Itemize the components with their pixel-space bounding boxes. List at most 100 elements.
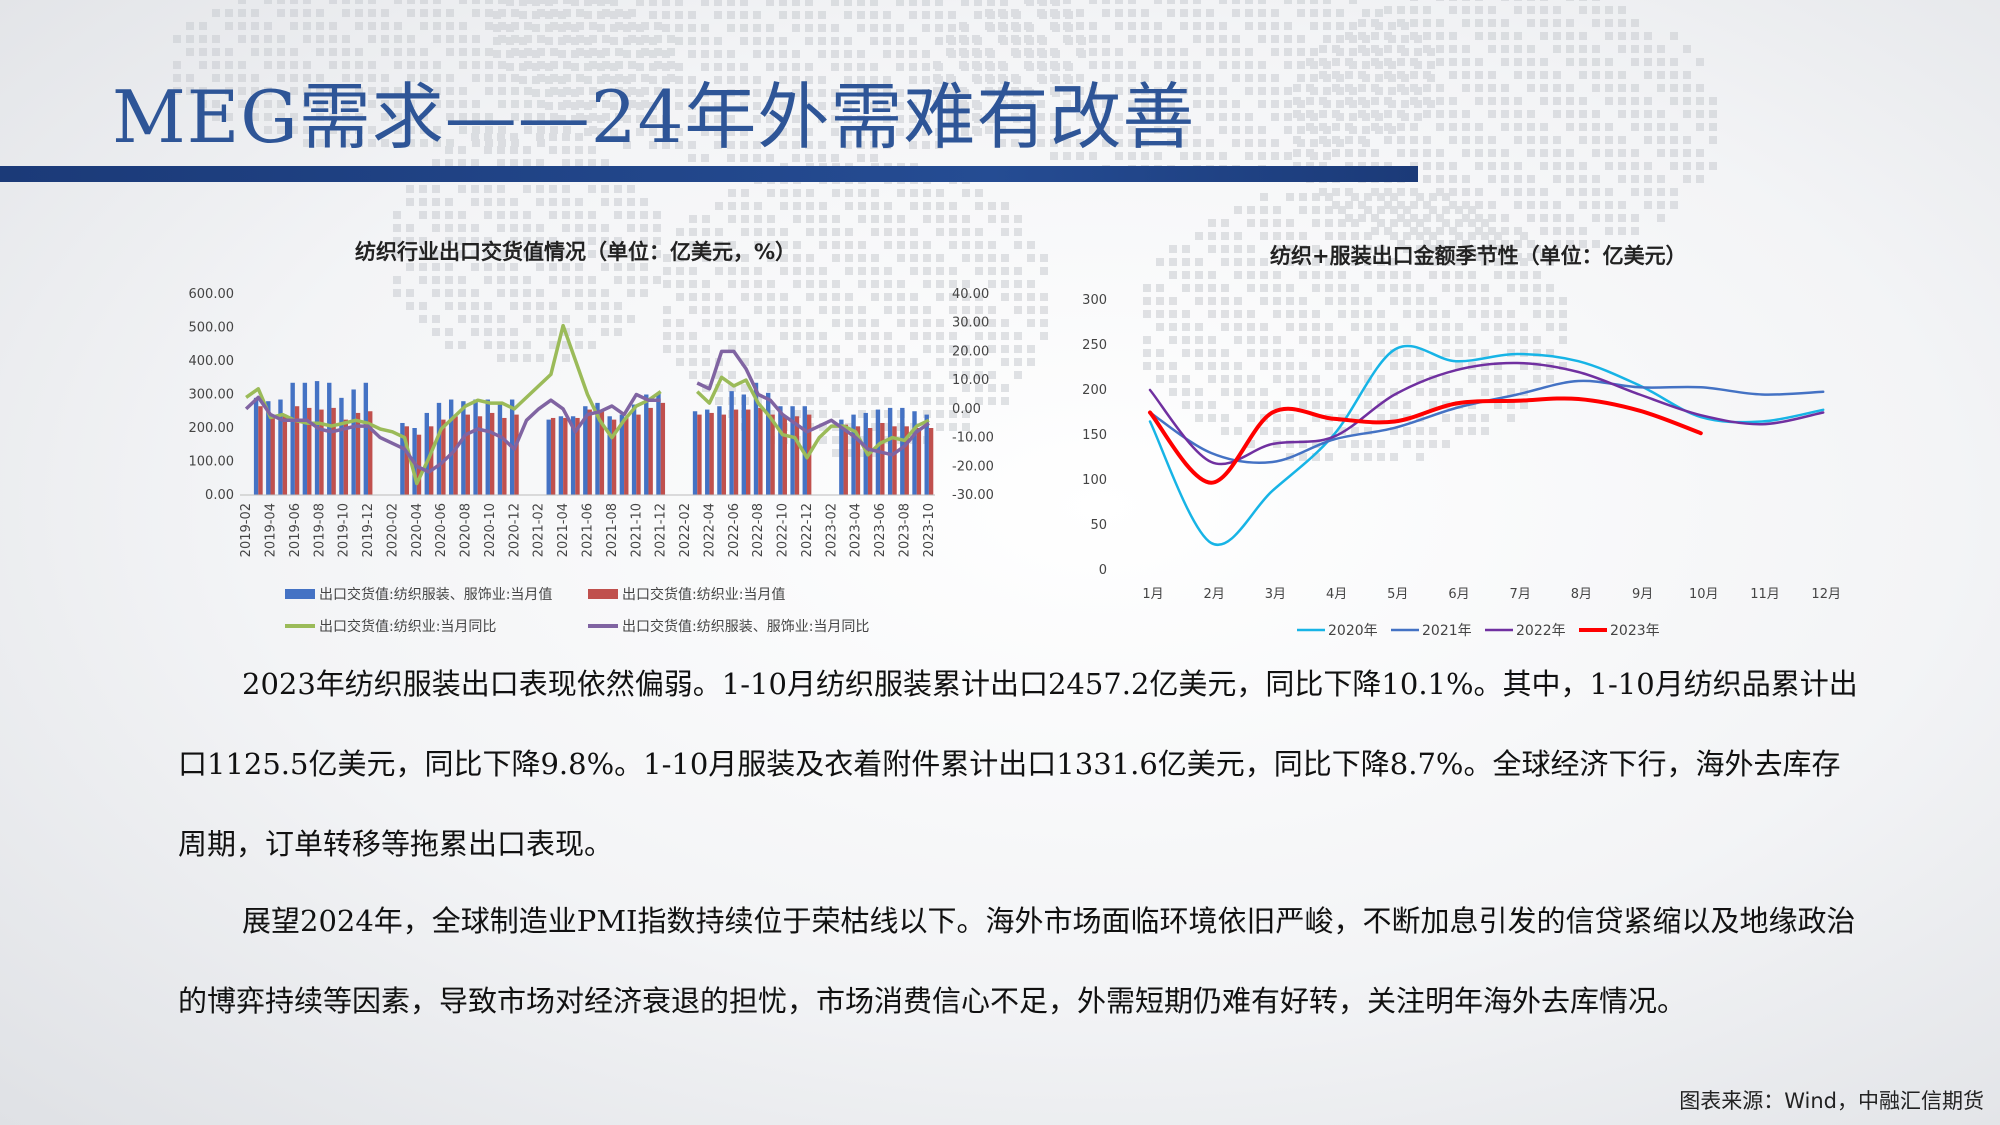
y-left-tick-label: 600.00 (189, 287, 235, 302)
bar-apparel (900, 407, 905, 495)
bar-textile (867, 428, 873, 495)
x-tick-label: 2月 (1204, 587, 1225, 602)
bar-textile (477, 416, 483, 495)
x-tick-label: 2022-06 (727, 503, 742, 557)
bar-apparel (924, 414, 929, 495)
line-textile-yoy (245, 323, 930, 486)
bar-textile (502, 417, 507, 495)
bar-apparel (546, 419, 551, 495)
y-tick-label: 50 (1090, 518, 1107, 533)
y-right-tick-label: -10.00 (952, 431, 994, 446)
x-tick-label: 2020-10 (483, 503, 498, 557)
bar-textile (441, 419, 446, 495)
bar-apparel (595, 402, 600, 495)
bar-apparel (266, 401, 271, 495)
y-tick-label: 0 (1099, 563, 1107, 578)
legend-label: 出口交货值:纺织业:当月同比 (319, 618, 496, 635)
y-tick-label: 150 (1082, 428, 1107, 443)
y-left-tick-label: 300.00 (189, 388, 235, 403)
bar-textile (489, 412, 495, 495)
x-tick-label: 2019-12 (361, 503, 376, 557)
y-right-tick-label: 10.00 (952, 373, 989, 388)
bar-textile (563, 417, 568, 495)
y-right-tick-label: -20.00 (952, 459, 994, 474)
x-tick-label: 2019-02 (239, 503, 254, 557)
analysis-paragraph-1: 2023年纺织服装出口表现依然偏弱。1-10月纺织服装累计出口2457.2亿美元… (178, 667, 1858, 861)
bar-textile (453, 416, 458, 495)
x-tick-label: 2019-06 (288, 503, 303, 557)
x-tick-label: 2022-10 (776, 503, 791, 557)
x-tick-label: 9月 (1632, 587, 1653, 602)
bar-textile (770, 414, 775, 495)
x-tick-label: 8月 (1571, 587, 1592, 602)
title-bar: MEG需求——24年外需难有改善 (0, 0, 2000, 185)
bar-apparel (644, 394, 649, 495)
bar-textile (709, 412, 714, 495)
source-note: 图表来源：Wind，中融汇信期货 (1679, 1089, 1984, 1113)
bar-textile (307, 407, 312, 495)
bar-textile (599, 411, 605, 495)
bar-textile (794, 416, 800, 495)
y-tick-label: 250 (1082, 338, 1107, 353)
line-2020 (1148, 344, 1825, 547)
bar-apparel (351, 389, 356, 495)
bar-apparel (607, 416, 612, 495)
bar-apparel (766, 392, 771, 495)
x-tick-label: 2019-04 (263, 503, 278, 557)
bar-textile (587, 409, 592, 495)
x-tick-label: 2020-06 (434, 503, 449, 557)
bar-apparel (887, 407, 893, 495)
bar-textile (648, 407, 653, 495)
x-tick-label: 1月 (1142, 587, 1163, 602)
line-2022 (1148, 361, 1825, 466)
chart2-title: 纺织+服装出口金额季节性（单位：亿美元） (1270, 244, 1687, 268)
bar-textile (733, 409, 739, 495)
bar-textile (916, 428, 922, 495)
legend-label: 出口交货值:纺织服装、服饰业:当月值 (319, 586, 552, 603)
bar-textile (368, 411, 373, 495)
bar-apparel (424, 412, 429, 495)
x-tick-label: 2022-12 (800, 503, 815, 557)
bar-textile (855, 426, 861, 495)
bar-apparel (448, 399, 454, 495)
bar-apparel (912, 411, 917, 495)
y-right-tick-label: 0.00 (952, 402, 981, 417)
y-left-tick-label: 100.00 (189, 455, 235, 470)
bar-textile (331, 407, 336, 495)
legend-label: 2020年 (1328, 623, 1378, 639)
bar-apparel (339, 397, 344, 495)
x-tick-label: 2020-02 (385, 503, 400, 557)
legend-label: 2022年 (1516, 623, 1566, 639)
legend-label: 2023年 (1610, 623, 1660, 639)
bar-apparel (302, 382, 308, 495)
bar-apparel (400, 422, 405, 495)
bar-apparel (290, 382, 295, 495)
bar-textile (697, 414, 702, 495)
bar-textile (270, 416, 275, 495)
y-tick-label: 100 (1082, 473, 1107, 488)
x-tick-label: 2020-12 (507, 503, 522, 557)
bar-textile (416, 434, 422, 495)
bar-textile (721, 414, 727, 495)
x-tick-label: 2019-10 (337, 503, 352, 557)
x-tick-label: 6月 (1448, 587, 1469, 602)
x-tick-label: 3月 (1265, 587, 1286, 602)
bar-textile (636, 414, 641, 495)
bar-apparel (802, 406, 807, 495)
bar-apparel (705, 409, 710, 495)
y-left-tick-label: 400.00 (189, 354, 235, 369)
x-tick-label: 4月 (1326, 587, 1347, 602)
x-tick-label: 5月 (1387, 587, 1408, 602)
bar-apparel (461, 401, 466, 495)
x-tick-label: 2020-04 (410, 503, 425, 557)
x-tick-label: 11月 (1750, 587, 1780, 602)
bar-textile (428, 426, 434, 495)
bar-textile (258, 406, 263, 495)
bar-textile (465, 414, 470, 495)
bar-apparel (851, 414, 856, 495)
bar-textile (319, 409, 324, 495)
x-tick-label: 2020-08 (459, 503, 474, 557)
legend-label: 出口交货值:纺织服装、服饰业:当月同比 (622, 618, 869, 635)
bar-textile (404, 426, 409, 495)
bar-apparel (363, 382, 369, 495)
